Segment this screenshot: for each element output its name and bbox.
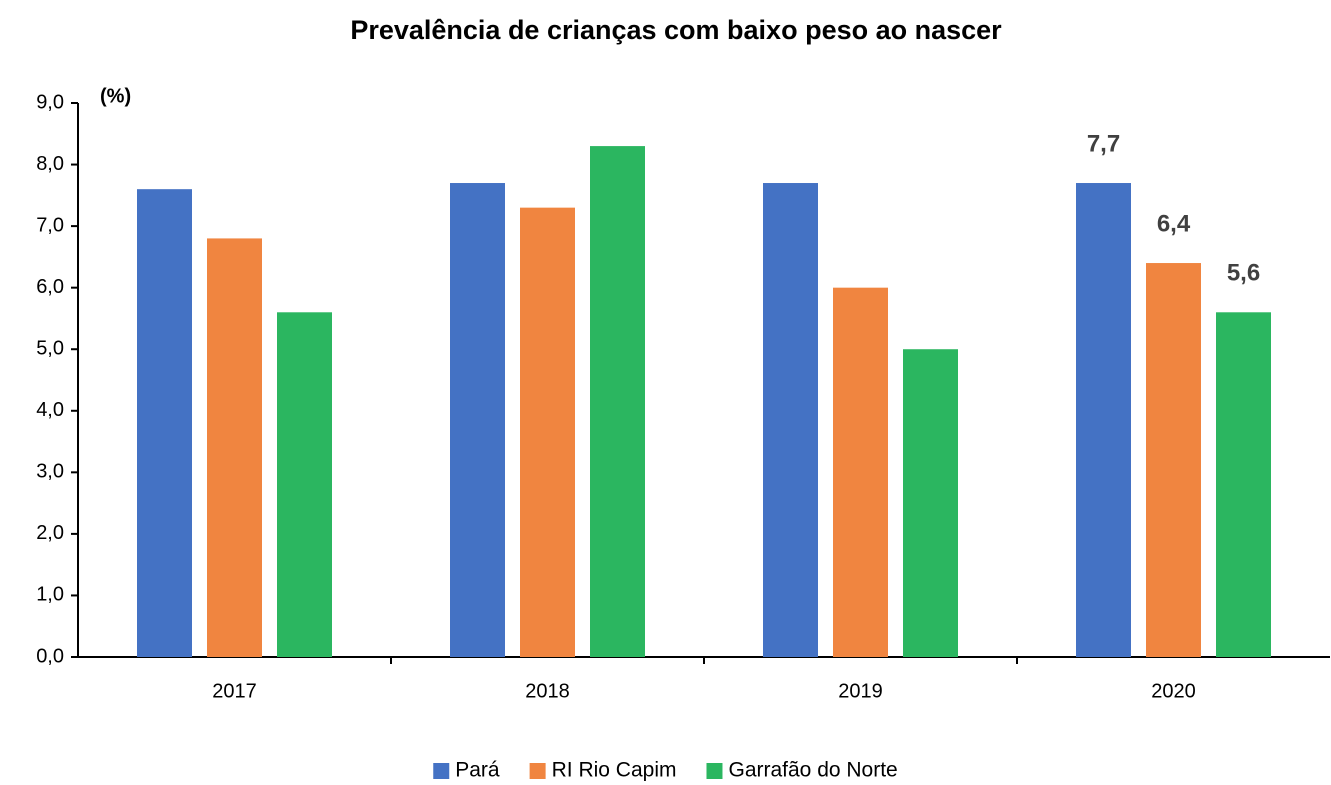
y-tick-label: 5,0	[36, 338, 64, 360]
bar	[207, 238, 262, 657]
legend-item: Pará	[433, 759, 500, 782]
legend-swatch	[433, 763, 450, 779]
legend-item: RI Rio Capim	[529, 759, 677, 782]
legend-label: RI Rio Capim	[552, 759, 677, 782]
x-tick-label: 2020	[1151, 680, 1196, 702]
bar	[1216, 312, 1271, 657]
bar	[137, 189, 192, 657]
legend-item: Garrafão do Norte	[706, 759, 898, 782]
chart-title: Prevalência de crianças com baixo peso a…	[350, 15, 1002, 45]
bar	[277, 312, 332, 657]
legend-label: Garrafão do Norte	[728, 759, 897, 782]
bar	[590, 146, 645, 658]
bar	[1076, 183, 1131, 657]
bar	[833, 287, 888, 657]
x-tick-label: 2018	[525, 680, 570, 702]
y-tick-label: 9,0	[36, 91, 64, 113]
value-label: 7,7	[1087, 130, 1120, 157]
x-tick-label: 2019	[838, 680, 883, 702]
y-tick-label: 6,0	[36, 276, 64, 298]
bar	[903, 349, 958, 657]
bar	[450, 183, 505, 657]
legend-swatch	[706, 763, 723, 779]
y-tick-label: 0,0	[36, 645, 64, 667]
bar	[520, 207, 575, 657]
legend-label: Pará	[455, 759, 500, 782]
y-axis-label: (%)	[100, 85, 131, 107]
value-label: 6,4	[1157, 210, 1191, 237]
y-tick-label: 2,0	[36, 522, 64, 544]
x-tick-label: 2017	[212, 680, 257, 702]
bar	[763, 183, 818, 657]
bar	[1146, 263, 1201, 657]
legend-swatch	[529, 763, 546, 779]
y-tick-label: 7,0	[36, 214, 64, 236]
y-tick-label: 4,0	[36, 399, 64, 421]
y-tick-label: 3,0	[36, 461, 64, 483]
y-tick-label: 8,0	[36, 153, 64, 175]
value-label: 5,6	[1227, 260, 1260, 287]
y-tick-label: 1,0	[36, 584, 64, 606]
